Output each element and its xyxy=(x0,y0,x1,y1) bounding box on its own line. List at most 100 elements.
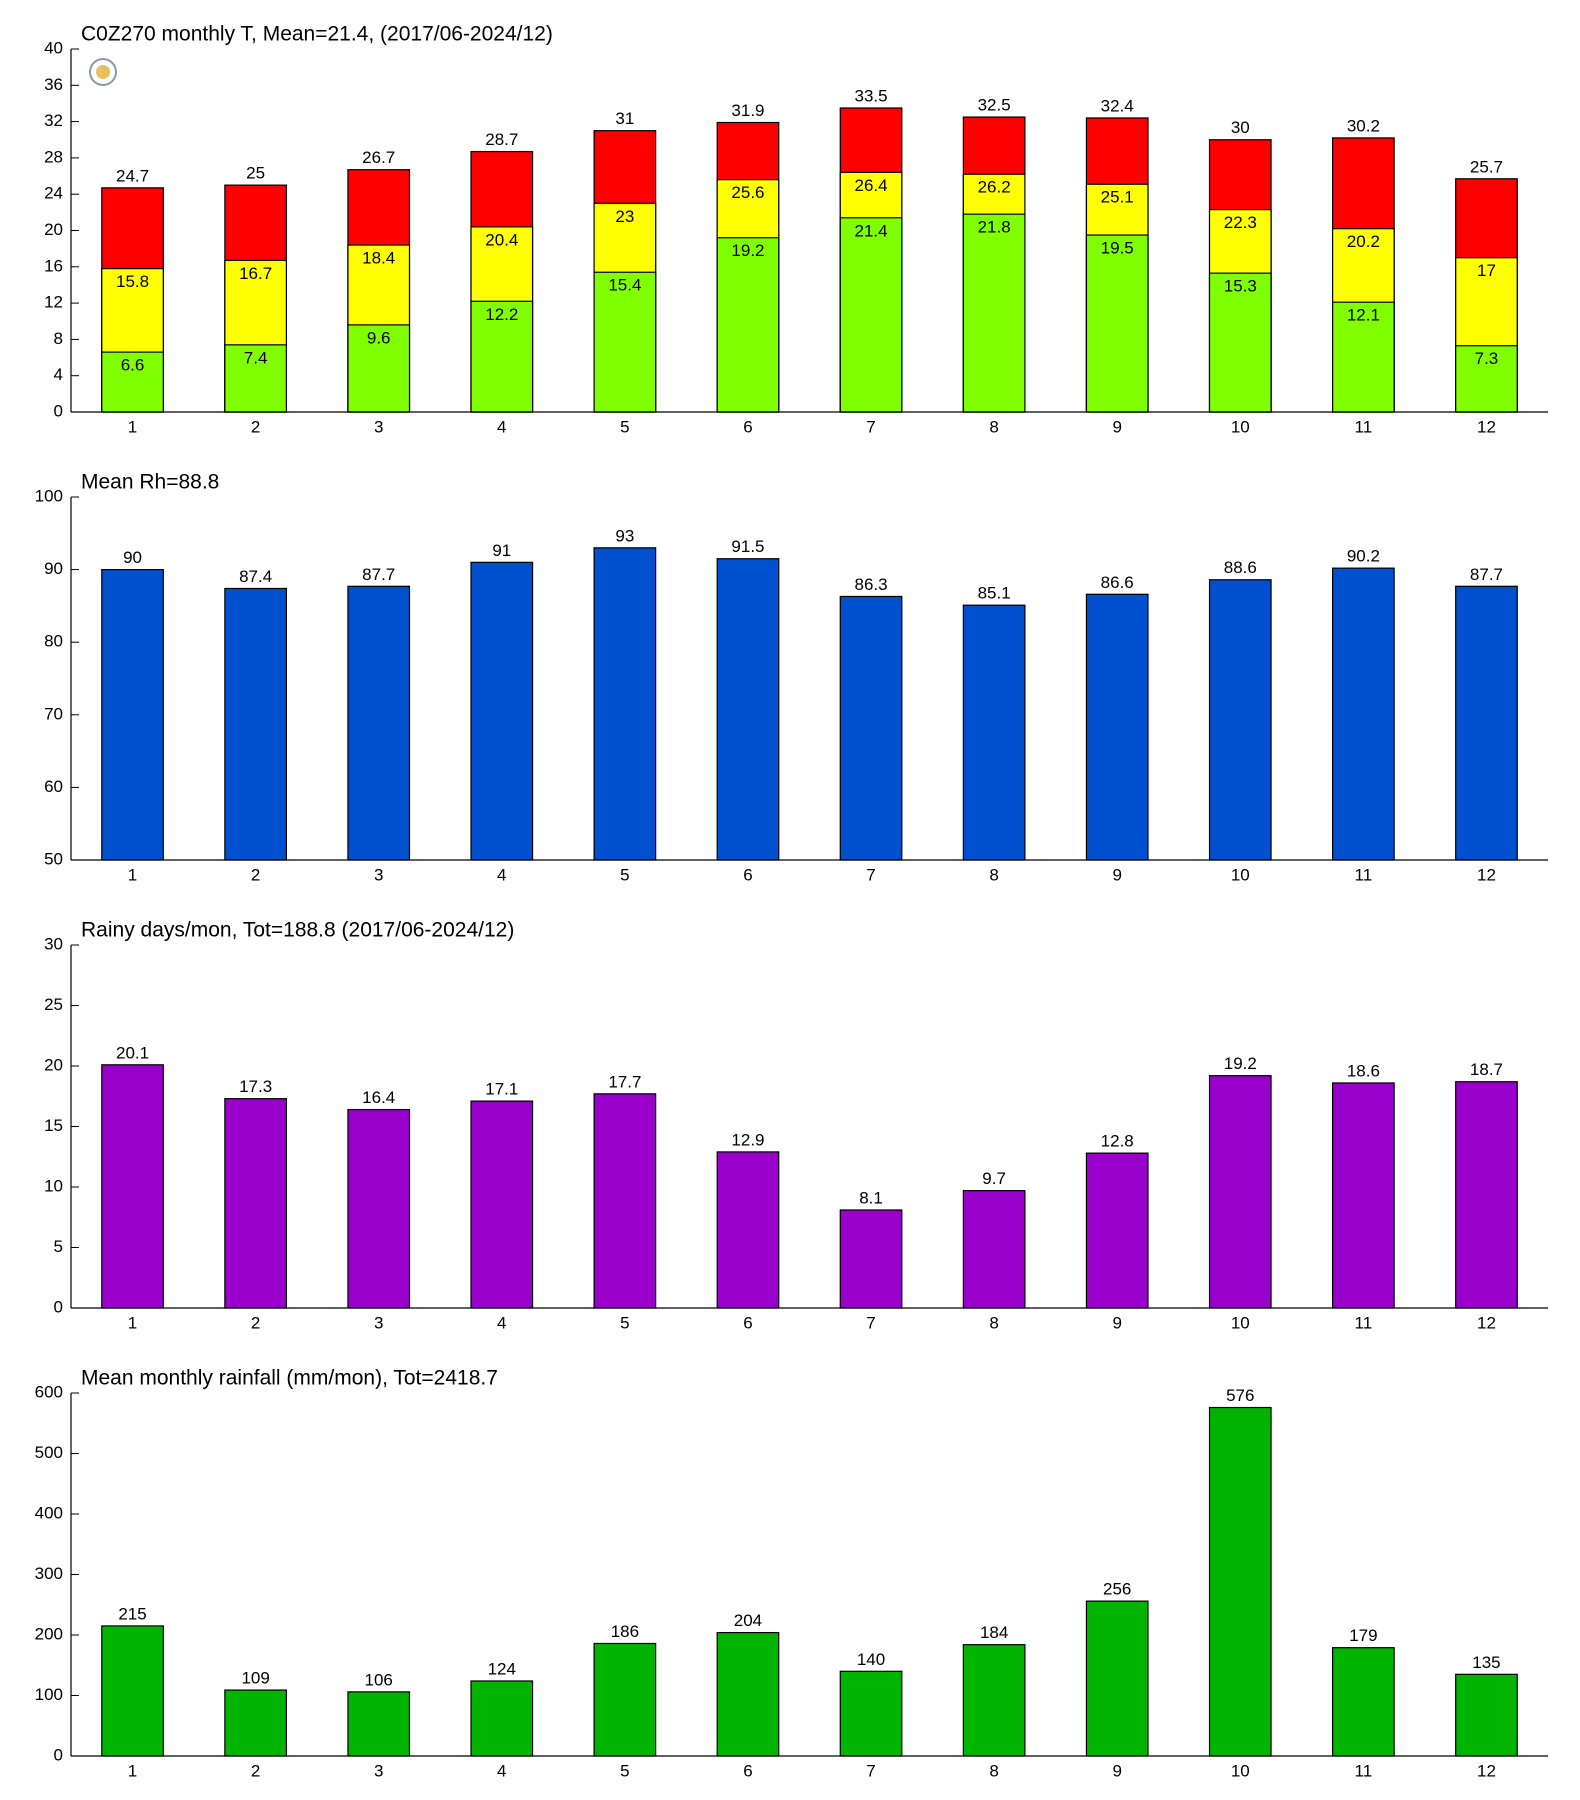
chart-title: Mean Rh=88.8 xyxy=(81,471,219,494)
x-tick-label: 1 xyxy=(128,417,137,436)
x-tick-label: 7 xyxy=(866,1313,875,1332)
x-tick-label: 10 xyxy=(1231,1313,1250,1332)
data-label: 21.4 xyxy=(854,221,887,240)
data-label: 25.7 xyxy=(1470,157,1503,176)
x-tick-label: 11 xyxy=(1355,1761,1373,1780)
x-tick-label: 6 xyxy=(743,865,752,884)
bar xyxy=(1208,1406,1272,1757)
x-tick-label: 1 xyxy=(128,1761,137,1780)
data-label: 18.7 xyxy=(1470,1060,1503,1079)
data-label: 8.1 xyxy=(859,1188,883,1207)
bar xyxy=(1208,272,1272,413)
x-tick-label: 12 xyxy=(1477,1313,1496,1332)
data-label: 109 xyxy=(241,1669,269,1688)
bar xyxy=(470,1100,534,1309)
chart-title: C0Z270 monthly T, Mean=21.4, (2017/06-20… xyxy=(81,23,553,46)
data-label: 20.1 xyxy=(116,1043,149,1062)
y-tick-label: 100 xyxy=(35,486,63,505)
data-label: 17.7 xyxy=(608,1072,641,1091)
y-tick-label: 28 xyxy=(44,147,63,166)
data-label: 204 xyxy=(734,1611,762,1630)
bar xyxy=(593,547,657,861)
y-tick-label: 0 xyxy=(54,1745,63,1764)
bar xyxy=(962,1190,1026,1309)
bar xyxy=(716,558,780,861)
y-tick-label: 40 xyxy=(44,38,63,57)
x-tick-label: 2 xyxy=(251,865,260,884)
data-label: 26.2 xyxy=(978,178,1011,197)
data-label: 25.1 xyxy=(1101,188,1134,207)
x-tick-label: 12 xyxy=(1477,865,1496,884)
data-label: 18.4 xyxy=(362,249,395,268)
bar xyxy=(1208,1075,1272,1309)
x-tick-label: 6 xyxy=(743,1761,752,1780)
bar xyxy=(593,271,657,413)
x-tick-label: 7 xyxy=(866,865,875,884)
data-label: 33.5 xyxy=(854,86,887,105)
bar xyxy=(470,1680,534,1757)
data-label: 186 xyxy=(611,1622,639,1641)
data-label: 85.1 xyxy=(978,584,1011,603)
data-label: 106 xyxy=(365,1670,393,1689)
chart-title: Rainy days/mon, Tot=188.8 (2017/06-2024/… xyxy=(81,919,514,942)
x-tick-label: 9 xyxy=(1112,865,1121,884)
x-tick-label: 8 xyxy=(989,1761,998,1780)
x-tick-label: 7 xyxy=(866,417,875,436)
data-label: 25.6 xyxy=(731,183,764,202)
y-tick-label: 600 xyxy=(35,1382,63,1401)
y-tick-label: 25 xyxy=(44,995,63,1014)
x-tick-label: 8 xyxy=(989,417,998,436)
x-tick-label: 10 xyxy=(1231,417,1250,436)
y-tick-label: 4 xyxy=(54,365,63,384)
x-tick-label: 4 xyxy=(497,865,506,884)
data-label: 86.3 xyxy=(854,575,887,594)
y-tick-label: 10 xyxy=(44,1176,63,1195)
x-tick-label: 8 xyxy=(989,865,998,884)
y-tick-label: 20 xyxy=(44,1055,63,1074)
data-label: 91 xyxy=(492,541,511,560)
bar xyxy=(962,1644,1026,1757)
y-tick-label: 300 xyxy=(35,1564,63,1583)
x-tick-label: 9 xyxy=(1112,1313,1121,1332)
bar xyxy=(224,1689,287,1757)
data-label: 21.8 xyxy=(978,218,1011,237)
bar xyxy=(1085,593,1149,861)
data-label: 32.4 xyxy=(1101,96,1134,115)
data-label: 215 xyxy=(118,1604,146,1623)
x-tick-label: 8 xyxy=(989,1313,998,1332)
bar xyxy=(839,1670,903,1757)
y-tick-label: 200 xyxy=(35,1624,63,1643)
bar xyxy=(1085,1600,1149,1757)
y-tick-label: 8 xyxy=(54,329,63,348)
bar xyxy=(101,568,164,861)
data-label: 31 xyxy=(615,109,634,128)
data-label: 17.3 xyxy=(239,1077,272,1096)
y-tick-label: 20 xyxy=(44,220,63,239)
y-tick-label: 100 xyxy=(35,1685,63,1704)
y-tick-label: 16 xyxy=(44,256,63,275)
x-tick-label: 2 xyxy=(251,1761,260,1780)
bar xyxy=(101,1625,164,1757)
x-tick-label: 1 xyxy=(128,1313,137,1332)
bar xyxy=(347,585,411,861)
data-label: 22.3 xyxy=(1224,213,1257,232)
bar xyxy=(1332,567,1395,861)
bar xyxy=(1455,585,1518,861)
x-tick-label: 6 xyxy=(743,417,752,436)
bar xyxy=(839,1209,903,1309)
data-label: 12.2 xyxy=(485,305,518,324)
x-tick-label: 5 xyxy=(620,865,629,884)
data-label: 26.7 xyxy=(362,148,395,167)
data-label: 15.8 xyxy=(116,272,149,291)
y-tick-label: 60 xyxy=(44,777,63,796)
data-label: 18.6 xyxy=(1347,1061,1380,1080)
bar xyxy=(1208,579,1272,861)
x-tick-label: 3 xyxy=(374,1313,383,1332)
x-tick-label: 3 xyxy=(374,417,383,436)
bar xyxy=(962,604,1026,861)
x-tick-label: 11 xyxy=(1355,865,1373,884)
bar xyxy=(716,1151,780,1309)
x-tick-label: 9 xyxy=(1112,1761,1121,1780)
bar xyxy=(839,217,903,413)
data-label: 12.8 xyxy=(1101,1132,1134,1151)
